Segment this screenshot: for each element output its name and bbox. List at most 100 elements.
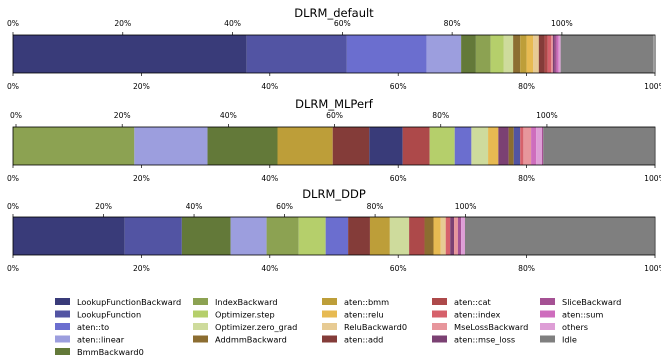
bar-segment-aten-to bbox=[325, 217, 349, 255]
bar-segment-slicebackward bbox=[554, 35, 557, 73]
bar-segment-aten-bmm bbox=[369, 217, 390, 255]
legend-item-aten-linear: aten::linear bbox=[55, 334, 125, 344]
legend-swatch bbox=[432, 298, 447, 305]
legend-label: Optimizer.zero_grad bbox=[215, 322, 297, 332]
bar-segment-aten-sum bbox=[556, 35, 559, 73]
bar-segment-aten-sum bbox=[531, 127, 537, 165]
bar-segment-relubackward0 bbox=[440, 217, 446, 255]
top-tick-label: 80% bbox=[367, 202, 384, 211]
legend-swatch bbox=[55, 348, 70, 355]
chart-panel-dlrm-mlperf: DLRM_MLPerf 0% 20% 40% 60% 80% 100% 0% 20% 40% 60%… bbox=[7, 97, 661, 183]
bar-segment-idle bbox=[560, 35, 654, 73]
x-tick-label: 40% bbox=[261, 82, 278, 91]
legend-label: aten::bmm bbox=[344, 297, 389, 307]
bar-segment-aten-add bbox=[348, 217, 370, 255]
bar-segment-mselossbackward bbox=[523, 127, 532, 165]
chart-title: DLRM_DDP bbox=[302, 187, 366, 201]
bar-segment-bmmbackward0 bbox=[181, 217, 231, 255]
x-tick-label: 80% bbox=[518, 82, 535, 91]
chart-title: DLRM_default bbox=[294, 6, 374, 20]
legend-label: SliceBackward bbox=[562, 297, 621, 307]
x-tick-label: 20% bbox=[133, 82, 150, 91]
legend-label: aten::to bbox=[77, 322, 109, 332]
legend-swatch bbox=[432, 323, 447, 330]
x-tick-label: 80% bbox=[518, 174, 535, 183]
bar-segment-aten-mse-loss bbox=[450, 217, 455, 255]
bar-segment-lookupfunction bbox=[124, 217, 182, 255]
x-tick-label: 100% bbox=[644, 174, 661, 183]
top-tick-label: 20% bbox=[114, 111, 131, 120]
bar-segment-aten-mse-loss bbox=[498, 127, 509, 165]
top-tick-label: 100% bbox=[455, 202, 477, 211]
legend-item-aten-add: aten::add bbox=[322, 334, 383, 344]
legend-item-lookupfunction: LookupFunction bbox=[55, 309, 141, 319]
legend-item-optimizer-zero-grad: Optimizer.zero_grad bbox=[193, 322, 297, 332]
bar-segment-lookupfunctionbackward bbox=[13, 217, 125, 255]
bar-segment-others bbox=[536, 127, 543, 165]
legend-swatch bbox=[55, 298, 70, 305]
legend-label: BmmBackward0 bbox=[77, 347, 144, 357]
bar-segment-aten-relu bbox=[433, 217, 441, 255]
legend-item-bmmbackward0: BmmBackward0 bbox=[55, 347, 144, 357]
x-tick-label: 40% bbox=[261, 264, 278, 273]
bar-segment-optimizer-zero-grad bbox=[389, 217, 410, 255]
legend-label: Optimizer.step bbox=[215, 309, 275, 319]
top-tick-label: 0% bbox=[7, 19, 19, 28]
top-tick-label: 0% bbox=[7, 202, 19, 211]
bar-segment-indexbackward bbox=[266, 217, 299, 255]
bar-segment-idle bbox=[543, 127, 655, 165]
bar-segment-addmmbackward bbox=[508, 127, 514, 165]
bar-segment-aten-add bbox=[332, 127, 370, 165]
legend-swatch bbox=[322, 310, 337, 318]
legend-item-slicebackward: SliceBackward bbox=[540, 297, 621, 307]
bar-segment-aten-index bbox=[445, 217, 451, 255]
legend-label: aten::cat bbox=[454, 297, 491, 307]
x-tick-label: 60% bbox=[390, 174, 407, 183]
top-tick-label: 40% bbox=[186, 202, 203, 211]
bar-segment-lookupfunctionbackward bbox=[13, 35, 247, 73]
legend-item-idle: Idle bbox=[540, 334, 577, 344]
x-tick-label: 0% bbox=[7, 174, 19, 183]
x-tick-label: 0% bbox=[7, 82, 19, 91]
bar-segment-aten-linear bbox=[426, 35, 462, 73]
bar-segment-indexbackward bbox=[13, 127, 135, 165]
legend-swatch bbox=[322, 298, 337, 305]
legend-swatch bbox=[193, 323, 208, 330]
bar-segment-mselossbackward bbox=[551, 35, 553, 73]
legend-item-relubackward0: ReluBackward0 bbox=[322, 322, 407, 332]
legend-item-mselossbackward: MseLossBackward bbox=[432, 322, 528, 332]
legend-label: Idle bbox=[562, 334, 577, 344]
bar-segment-aten-cat bbox=[402, 127, 430, 165]
x-tick-label: 20% bbox=[133, 264, 150, 273]
legend-label: ReluBackward0 bbox=[344, 322, 407, 332]
legend-label: aten::index bbox=[454, 309, 501, 319]
legend-label: aten::add bbox=[344, 334, 383, 344]
bar-frame bbox=[12, 216, 656, 256]
bar-segment-addmmbackward bbox=[513, 35, 521, 73]
legend-swatch bbox=[193, 310, 208, 318]
bar-segment-others bbox=[558, 35, 561, 73]
top-tick-label: 100% bbox=[551, 19, 573, 28]
bar-segment-aten-to bbox=[346, 35, 427, 73]
bar-segment-aten-bmm bbox=[277, 127, 333, 165]
bar-segment-optimizer-zero-grad bbox=[503, 35, 514, 73]
bar-segment-slicebackward bbox=[457, 217, 462, 255]
legend-swatch bbox=[432, 310, 447, 318]
legend-label: AddmmBackward bbox=[215, 334, 287, 344]
legend-item-addmmbackward: AddmmBackward bbox=[193, 334, 287, 344]
bar-segment-optimizer-step bbox=[298, 217, 326, 255]
legend-swatch bbox=[432, 335, 447, 343]
bar-segment-aten-linear bbox=[134, 127, 208, 165]
legend-swatch bbox=[55, 310, 70, 318]
legend-item-aten-index: aten::index bbox=[432, 309, 501, 319]
bar-segment-aten-index bbox=[520, 127, 524, 165]
x-tick-label: 20% bbox=[133, 174, 150, 183]
x-tick-label: 40% bbox=[261, 174, 278, 183]
legend-item-aten-relu: aten::relu bbox=[322, 309, 384, 319]
bar-segment-aten-bmm bbox=[520, 35, 527, 73]
bar-segment-aten-add bbox=[538, 35, 545, 73]
top-tick-label: 80% bbox=[432, 111, 449, 120]
top-tick-label: 60% bbox=[276, 202, 293, 211]
x-tick-label: 60% bbox=[390, 82, 407, 91]
